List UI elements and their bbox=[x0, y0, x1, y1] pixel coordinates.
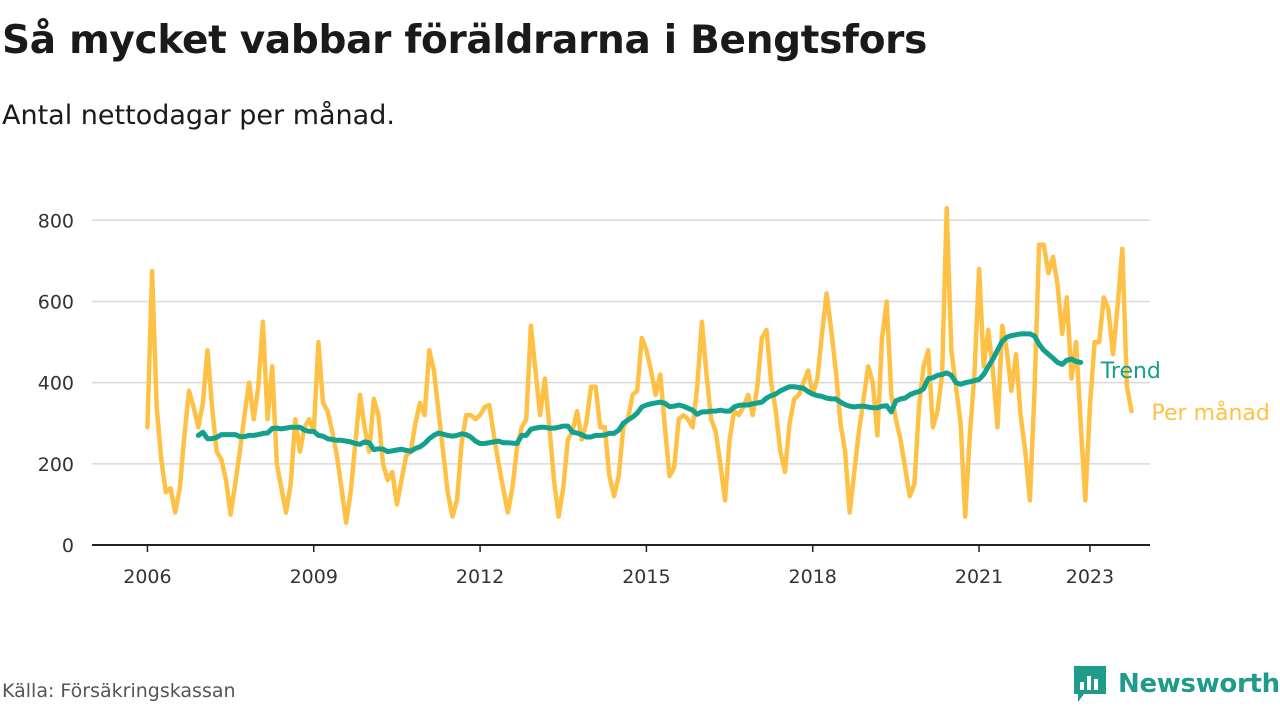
x-tick-label: 2018 bbox=[789, 566, 837, 588]
series-line-trend bbox=[195, 331, 1084, 455]
legend-label-trend: Trend bbox=[1100, 359, 1161, 384]
brand-name: Newsworthy bbox=[1118, 669, 1280, 699]
x-tick-label: 2023 bbox=[1066, 566, 1114, 588]
chart-subtitle: Antal nettodagar per månad. bbox=[2, 100, 395, 131]
source-note: Källa: Försäkringskassan bbox=[2, 680, 236, 702]
x-tick-label: 2009 bbox=[290, 566, 338, 588]
y-tick-label: 0 bbox=[62, 535, 74, 557]
chart-title: Så mycket vabbar föräldrarna i Bengtsfor… bbox=[2, 18, 928, 63]
brand-logo: Newsworthy bbox=[1072, 664, 1280, 704]
y-tick-label: 600 bbox=[38, 291, 74, 313]
x-tick-label: 2006 bbox=[123, 566, 171, 588]
series-line-per-manad bbox=[145, 205, 1134, 525]
y-tick-label: 800 bbox=[38, 210, 74, 232]
y-tick-label: 200 bbox=[38, 454, 74, 476]
y-tick-label: 400 bbox=[38, 373, 74, 395]
x-tick-label: 2012 bbox=[456, 566, 504, 588]
x-tick-label: 2021 bbox=[955, 566, 1003, 588]
bar-chart-speech-icon bbox=[1074, 666, 1106, 702]
x-tick-label: 2015 bbox=[622, 566, 670, 588]
legend-label-per-manad: Per månad bbox=[1152, 400, 1270, 426]
